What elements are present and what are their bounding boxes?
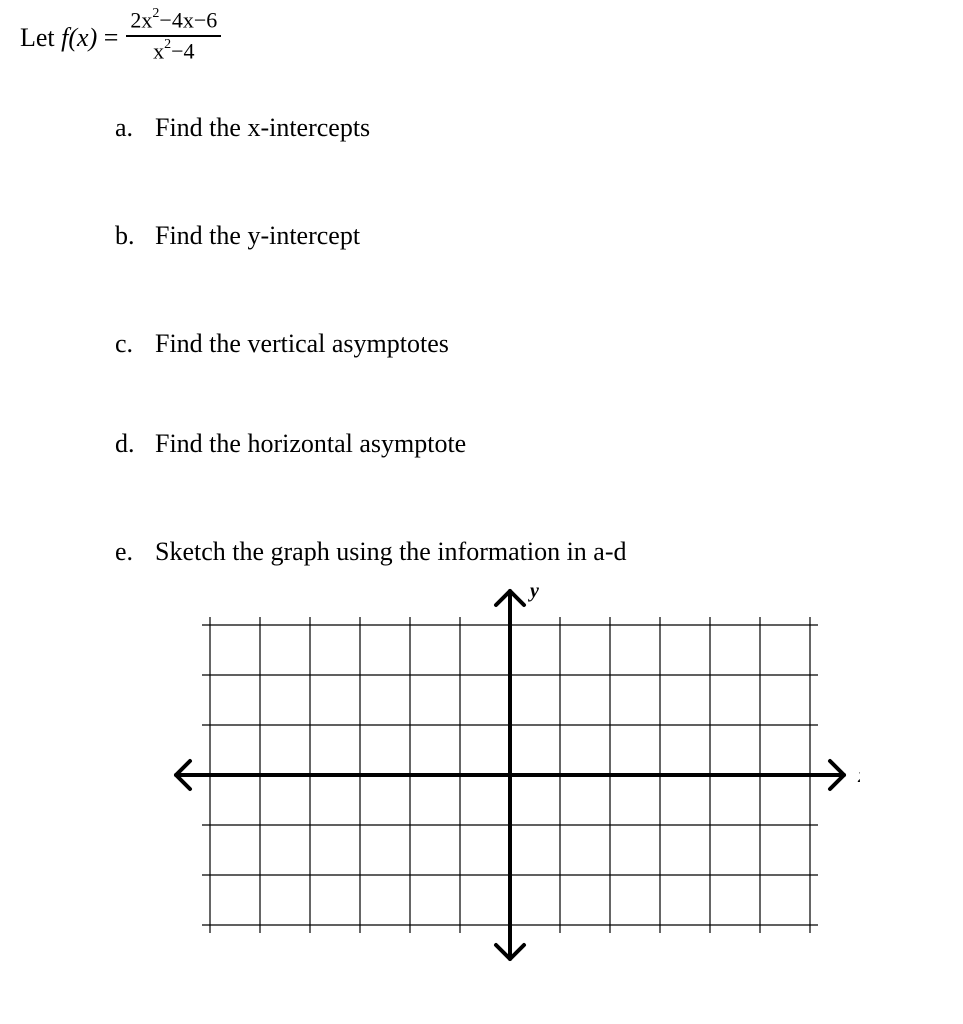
item-text: Find the vertical asymptotes (155, 329, 943, 359)
question-item-b: b. Find the y-intercept (115, 221, 943, 251)
question-item-e: e. Sketch the graph using the informatio… (115, 537, 943, 567)
graph-container: yx (160, 585, 943, 965)
item-letter: b. (115, 221, 155, 251)
svg-text:x: x (857, 765, 860, 787)
question-list: a. Find the x-intercepts b. Find the y-i… (115, 113, 943, 567)
svg-text:y: y (528, 585, 539, 602)
item-letter: c. (115, 329, 155, 359)
item-letter: e. (115, 537, 155, 567)
denominator: x2−4 (149, 39, 198, 64)
item-text: Find the x-intercepts (155, 113, 943, 143)
item-text: Find the horizontal asymptote (155, 429, 943, 459)
item-letter: d. (115, 429, 155, 459)
item-text: Sketch the graph using the information i… (155, 537, 943, 567)
fraction: 2x2−4x−6 x2−4 (126, 8, 221, 63)
item-letter: a. (115, 113, 155, 143)
fraction-bar (126, 35, 221, 37)
worksheet-page: Let f(x) = 2x2−4x−6 x2−4 a. Find the x-i… (0, 0, 963, 995)
question-item-c: c. Find the vertical asymptotes (115, 329, 943, 359)
equals-sign: = (104, 23, 119, 53)
question-item-d: d. Find the horizontal asymptote (115, 429, 943, 459)
item-text: Find the y-intercept (155, 221, 943, 251)
let-word: Let (20, 23, 55, 53)
coordinate-grid: yx (160, 585, 860, 965)
numerator: 2x2−4x−6 (126, 8, 221, 33)
function-name: f(x) (61, 23, 97, 53)
problem-statement: Let f(x) = 2x2−4x−6 x2−4 (20, 10, 943, 65)
question-item-a: a. Find the x-intercepts (115, 113, 943, 143)
